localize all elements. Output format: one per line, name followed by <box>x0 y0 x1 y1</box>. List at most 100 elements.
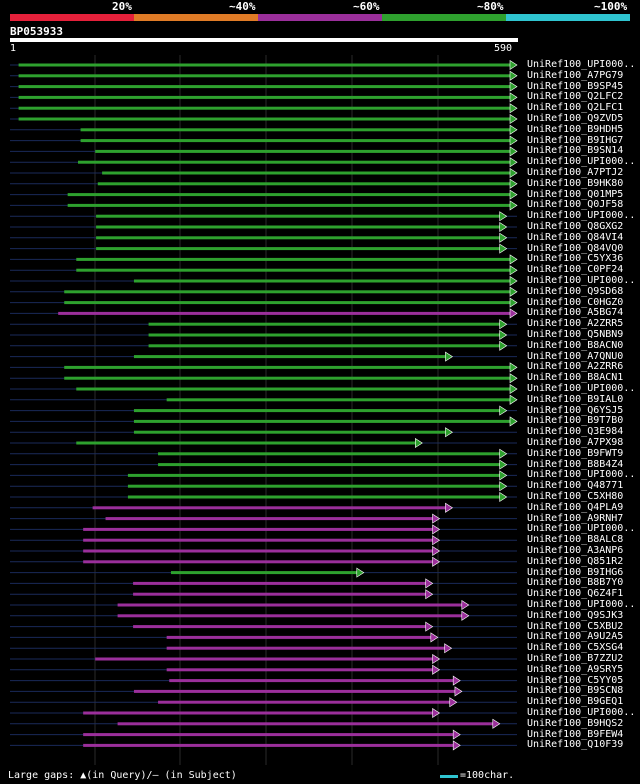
hit-label[interactable]: UniRef100_B8ACN1 <box>527 372 624 384</box>
hit-label[interactable]: UniRef100_A7PG79 <box>527 69 624 81</box>
hit-label[interactable]: UniRef100_UPI000.. <box>527 599 636 610</box>
hit-label[interactable]: UniRef100_B9IHG7 <box>527 134 624 146</box>
hit-segment[interactable] <box>133 592 427 596</box>
hit-segment[interactable] <box>64 376 512 380</box>
hit-segment[interactable] <box>133 625 427 629</box>
hit-segment[interactable] <box>58 311 511 315</box>
hit-segment[interactable] <box>64 365 512 369</box>
hit-segment[interactable] <box>133 689 456 693</box>
hit-label[interactable]: UniRef100_Q84VQ0 <box>527 242 624 254</box>
hit-segment[interactable] <box>158 452 501 456</box>
hit-segment[interactable] <box>83 527 434 531</box>
hit-segment[interactable] <box>105 517 434 521</box>
hit-segment[interactable] <box>166 635 432 639</box>
hit-segment[interactable] <box>83 711 434 715</box>
hit-label[interactable]: UniRef100_B9IHG6 <box>527 566 624 578</box>
hit-segment[interactable] <box>64 301 512 305</box>
hit-label[interactable]: UniRef100_UPI000.. <box>527 210 636 222</box>
hit-segment[interactable] <box>102 171 511 175</box>
hit-segment[interactable] <box>83 549 434 553</box>
hit-segment[interactable] <box>148 344 501 348</box>
hit-label[interactable]: UniRef100_B7ZZU2 <box>527 653 624 664</box>
hit-segment[interactable] <box>18 85 511 89</box>
hit-segment[interactable] <box>148 322 501 326</box>
hit-label[interactable]: UniRef100_A2ZRR6 <box>527 361 624 373</box>
hit-label[interactable]: UniRef100_Q10F39 <box>527 739 624 751</box>
hit-label[interactable]: UniRef100_UPI000.. <box>527 523 636 535</box>
hit-label[interactable]: UniRef100_B9SP45 <box>527 80 624 92</box>
hit-segment[interactable] <box>117 614 463 618</box>
hit-label[interactable]: UniRef100_Q48771 <box>527 480 624 492</box>
hit-segment[interactable] <box>76 268 511 272</box>
hit-segment[interactable] <box>83 733 455 737</box>
hit-segment[interactable] <box>78 160 511 164</box>
hit-label[interactable]: UniRef100_B9SN14 <box>527 145 624 157</box>
hit-segment[interactable] <box>148 333 501 337</box>
hit-label[interactable]: UniRef100_UPI000.. <box>527 383 636 394</box>
hit-label[interactable]: UniRef100_C5YY05 <box>527 674 624 686</box>
hit-segment[interactable] <box>166 668 434 672</box>
hit-segment[interactable] <box>80 139 511 143</box>
hit-label[interactable]: UniRef100_Q9ZVD5 <box>527 113 624 124</box>
hit-label[interactable]: UniRef100_UPI000.. <box>527 469 636 481</box>
hit-segment[interactable] <box>67 203 511 207</box>
hit-label[interactable]: UniRef100_UPI000.. <box>527 707 636 718</box>
hit-segment[interactable] <box>158 700 451 704</box>
hit-segment[interactable] <box>18 106 511 110</box>
hit-segment[interactable] <box>83 743 455 747</box>
hit-segment[interactable] <box>80 128 511 132</box>
hit-segment[interactable] <box>92 506 447 510</box>
hit-segment[interactable] <box>76 441 417 445</box>
hit-label[interactable]: UniRef100_A7QNU0 <box>527 350 624 362</box>
hit-label[interactable]: UniRef100_A9RNH7 <box>527 512 624 524</box>
hit-segment[interactable] <box>127 484 501 488</box>
hit-label[interactable]: UniRef100_B9IAL0 <box>527 393 624 405</box>
hit-segment[interactable] <box>133 355 447 359</box>
hit-label[interactable]: UniRef100_B8B4Z4 <box>527 458 624 470</box>
hit-label[interactable]: UniRef100_C5XBU2 <box>527 620 624 632</box>
hit-segment[interactable] <box>96 236 501 240</box>
hit-label[interactable]: UniRef100_Q8GXG2 <box>527 221 624 232</box>
hit-label[interactable]: UniRef100_Q851R2 <box>527 555 624 567</box>
hit-label[interactable]: UniRef100_C0HGZ0 <box>527 296 624 308</box>
hit-label[interactable]: UniRef100_A3ANP6 <box>527 545 624 556</box>
hit-segment[interactable] <box>169 679 455 683</box>
hit-label[interactable]: UniRef100_Q9SD68 <box>527 285 624 297</box>
hit-label[interactable]: UniRef100_Q5NBN9 <box>527 329 624 340</box>
hit-segment[interactable] <box>97 182 512 186</box>
hit-segment[interactable] <box>96 247 501 251</box>
hit-label[interactable]: UniRef100_Q3E984 <box>527 426 624 438</box>
hit-label[interactable]: UniRef100_Q0JF58 <box>527 199 624 211</box>
hit-label[interactable]: UniRef100_UPI000.. <box>527 59 636 70</box>
hit-segment[interactable] <box>83 560 434 564</box>
hit-label[interactable]: UniRef100_B8ALC8 <box>527 534 624 546</box>
hit-label[interactable]: UniRef100_B9T7B0 <box>527 415 624 427</box>
hit-label[interactable]: UniRef100_Q84VI4 <box>527 231 624 243</box>
hit-label[interactable]: UniRef100_A7PX98 <box>527 437 624 448</box>
hit-label[interactable]: UniRef100_Q01MP5 <box>527 188 624 200</box>
hit-segment[interactable] <box>127 495 501 499</box>
hit-label[interactable]: UniRef100_B9HK80 <box>527 177 624 189</box>
hit-segment[interactable] <box>117 603 463 607</box>
hit-label[interactable]: UniRef100_B9SCN8 <box>527 685 624 697</box>
hit-label[interactable]: UniRef100_B9FEW4 <box>527 728 624 740</box>
hit-segment[interactable] <box>166 646 446 650</box>
hit-label[interactable]: UniRef100_Q2LFC2 <box>527 91 624 103</box>
hit-label[interactable]: UniRef100_A7PTJ2 <box>527 167 624 178</box>
hit-label[interactable]: UniRef100_A2ZRR5 <box>527 318 624 330</box>
hit-label[interactable]: UniRef100_A9U2A5 <box>527 631 624 643</box>
hit-segment[interactable] <box>133 419 512 423</box>
hit-label[interactable]: UniRef100_C5YX36 <box>527 253 624 265</box>
hit-label[interactable]: UniRef100_B9HQS2 <box>527 717 624 729</box>
hit-label[interactable]: UniRef100_C0PF24 <box>527 264 624 276</box>
hit-segment[interactable] <box>67 193 511 197</box>
hit-label[interactable]: UniRef100_UPI000.. <box>527 156 636 168</box>
hit-segment[interactable] <box>166 398 511 402</box>
hit-label[interactable]: UniRef100_Q9SJK3 <box>527 609 624 621</box>
hit-segment[interactable] <box>18 117 511 121</box>
hit-label[interactable]: UniRef100_Q4PLA9 <box>527 501 624 513</box>
hit-label[interactable]: UniRef100_B9HDH5 <box>527 123 624 135</box>
hit-segment[interactable] <box>133 409 501 413</box>
hit-label[interactable]: UniRef100_B9GEQ1 <box>527 696 624 708</box>
hit-segment[interactable] <box>133 581 427 585</box>
